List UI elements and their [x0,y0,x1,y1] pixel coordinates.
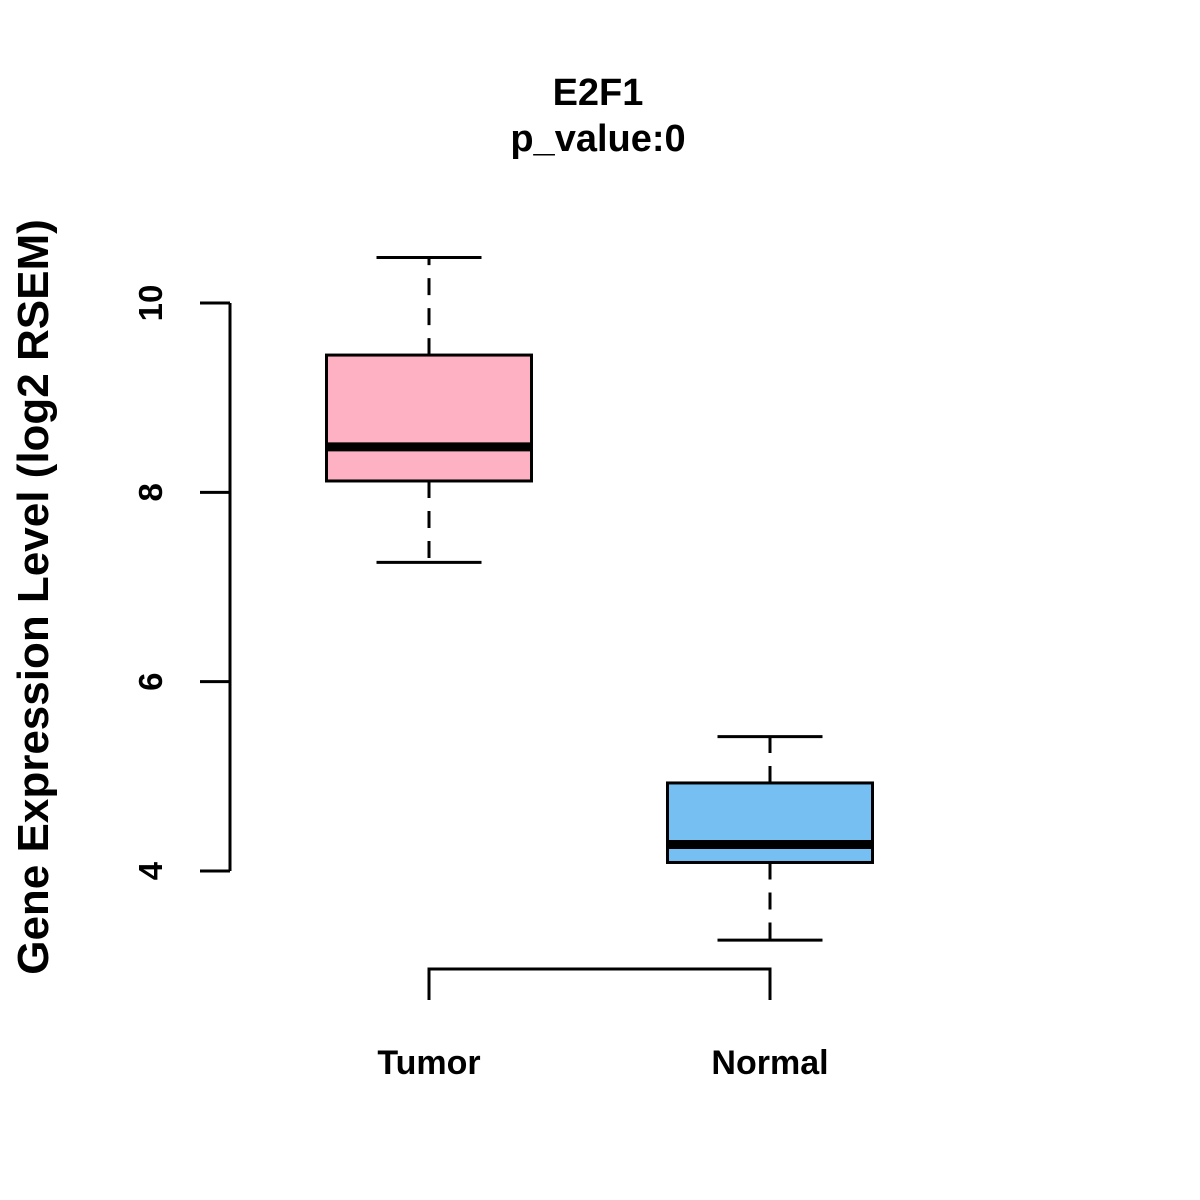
y-axis-label: Gene Expression Level (log2 RSEM) [9,219,58,975]
y-axis: 4 6 8 10 [132,285,232,880]
x-axis-bracket: Tumor Normal [377,967,829,1082]
box-normal [666,781,874,864]
x-label-normal: Normal [711,1044,828,1082]
x-label-tumor: Tumor [377,1044,480,1082]
box-group [325,256,874,942]
chart-subtitle: p_value:0 [510,118,685,160]
box-tumor [325,353,533,483]
y-tick-label: 10 [132,285,169,322]
y-tick-label: 6 [132,672,169,690]
chart-title: E2F1 [553,72,644,114]
y-tick-label: 4 [132,861,169,880]
y-tick-label: 8 [132,483,169,501]
x-axis-bracket-line [427,967,772,1000]
